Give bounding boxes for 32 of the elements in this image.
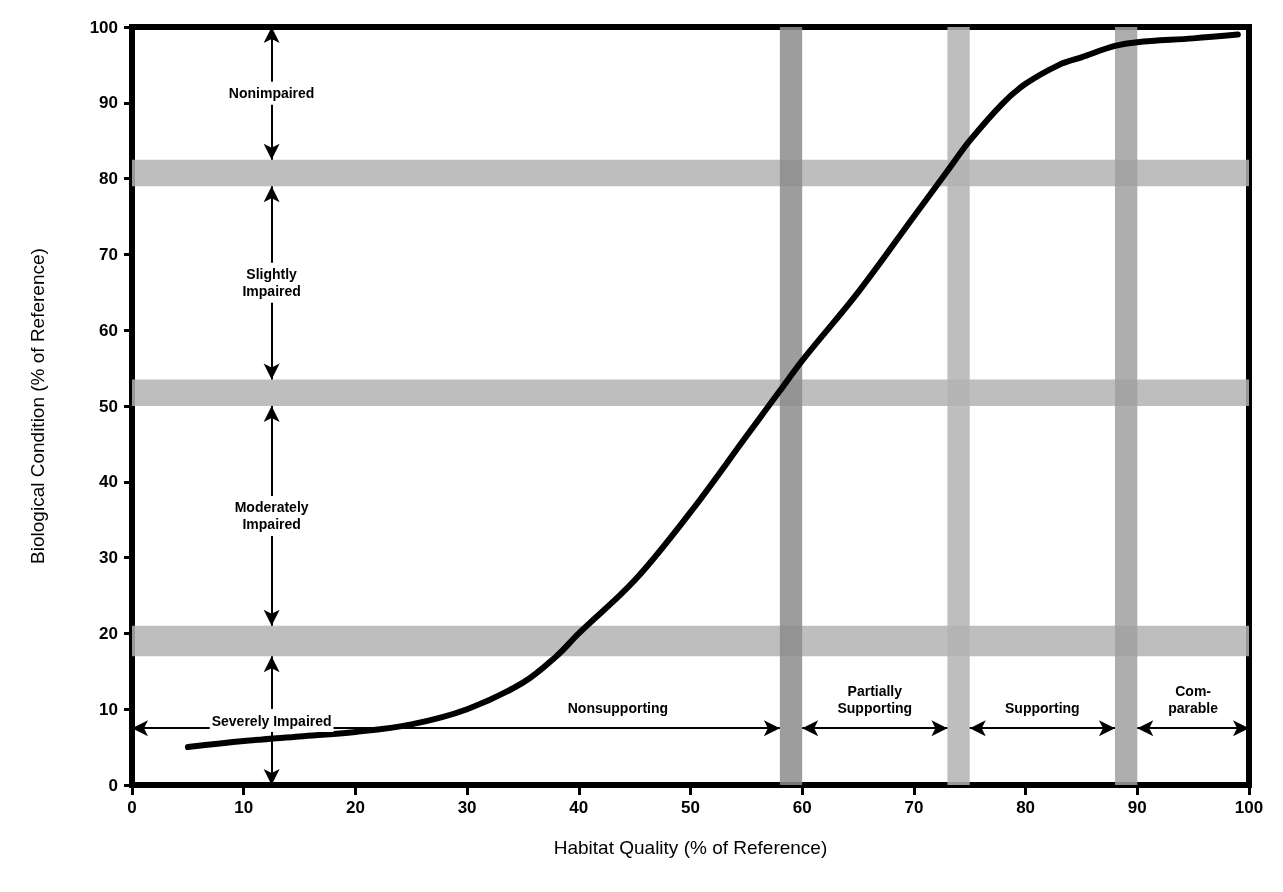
y-tick-label: 50 bbox=[99, 396, 118, 416]
y-tick-label: 90 bbox=[99, 93, 118, 113]
x-tick-label: 80 bbox=[1016, 798, 1036, 817]
y-tick-label: 0 bbox=[108, 775, 118, 795]
x-tick-label: 100 bbox=[1234, 798, 1264, 817]
annotation: Severely Impaired bbox=[211, 712, 332, 729]
x-tick-label: 40 bbox=[569, 798, 589, 817]
annotation: Supporting bbox=[1005, 699, 1080, 716]
x-tick-label: 20 bbox=[345, 798, 365, 817]
y-axis-title: Biological Condition (% of Reference) bbox=[26, 248, 48, 564]
annotation: Com- parable bbox=[1168, 682, 1219, 716]
y-tick-label: 10 bbox=[99, 699, 118, 719]
x-axis-title: Habitat Quality (% of Reference) bbox=[553, 836, 828, 858]
x-tick-label: 10 bbox=[234, 798, 254, 817]
x-tick-label: 90 bbox=[1127, 798, 1147, 817]
annotation: Nonsupporting bbox=[567, 699, 669, 716]
x-tick-label: 30 bbox=[457, 798, 477, 817]
annotation: Partially Supporting bbox=[837, 682, 913, 716]
x-tick-label: 60 bbox=[792, 798, 812, 817]
y-tick-label: 80 bbox=[99, 169, 118, 189]
y-tick-label: 40 bbox=[99, 472, 118, 492]
y-tick-label: 30 bbox=[99, 548, 118, 568]
annotation: Nonimpaired bbox=[228, 85, 315, 102]
x-tick-label: 70 bbox=[904, 798, 924, 817]
y-tick-label: 60 bbox=[99, 320, 118, 340]
x-tick-label: 0 bbox=[127, 798, 137, 817]
y-tick-label: 70 bbox=[99, 244, 118, 264]
x-tick-label: 50 bbox=[681, 798, 700, 817]
annotation: Slightly Impaired bbox=[242, 266, 301, 300]
y-tick-label: 20 bbox=[99, 623, 118, 643]
annotation: Moderately Impaired bbox=[234, 499, 309, 533]
y-tick-label: 100 bbox=[89, 17, 118, 37]
